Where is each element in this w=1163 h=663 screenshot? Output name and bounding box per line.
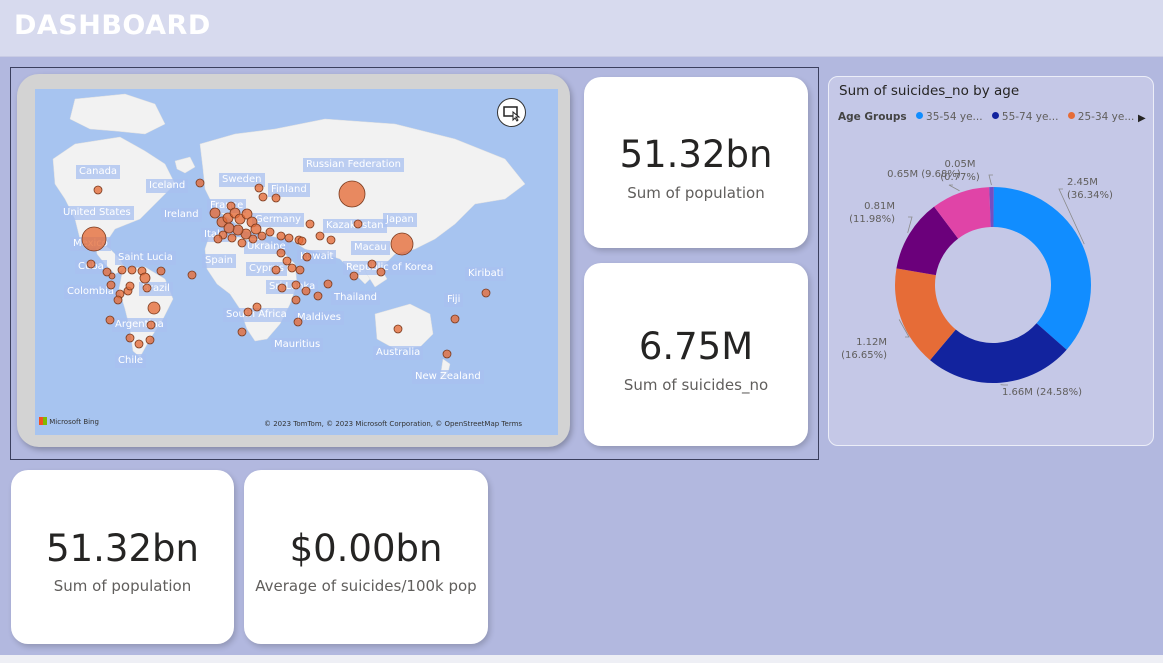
map-label-russian-federation: Russian Federation (303, 158, 404, 172)
map-label-thailand: Thailand (331, 291, 380, 305)
map-label-cyprus: Cyprus (246, 262, 287, 276)
donut-data-label: 1.66M (24.58%) (1002, 387, 1082, 398)
map-label-canada: Canada (76, 165, 121, 179)
map-label-kazakhstan: Kazakhstan (323, 219, 387, 233)
donut-chart[interactable]: 2.45M (36.34%) 1.66M (24.58%) 1.12M (16.65%)… (829, 77, 1155, 447)
legend-dot-55-74 (991, 112, 999, 119)
donut-slice[interactable] (896, 206, 959, 276)
kpi-label: Sum of suicides_no (623, 376, 769, 394)
donut-data-label: 0.05M (945, 159, 976, 170)
map-label-cuba: Cuba (75, 260, 107, 274)
map-label-chile: Chile (115, 354, 147, 368)
donut-leader-line (988, 174, 993, 186)
kpi-label: Sum of population (627, 184, 765, 202)
kpi-card-population-top[interactable]: 51.32bn Sum of population (584, 77, 808, 248)
map-label-maldives: Maldives (294, 311, 344, 325)
bing-logo: Microsoft Bing (39, 417, 99, 426)
map-label-kuwait: Kuwait (297, 250, 337, 264)
map-label-finland: Finland (268, 183, 310, 197)
legend-next-arrow-icon[interactable]: ▶ (1138, 113, 1146, 124)
kpi-card-population-bottom[interactable]: 51.32bn Sum of population (11, 470, 234, 644)
donut-data-percent: (11.98%) (849, 214, 895, 225)
dashboard-header: DASHBOARD (0, 0, 1163, 57)
kpi-value: 51.32bn (619, 133, 773, 176)
map-label-spain: Spain (202, 254, 236, 268)
legend-dot-25-34 (1067, 112, 1075, 119)
map-label-ireland: Ireland (161, 208, 202, 222)
map-label-new-zealand: New Zealand (412, 370, 484, 384)
donut-leader-line (898, 319, 910, 338)
map-label-sweden: Sweden (219, 173, 265, 187)
donut-data-label: 0.81M (864, 201, 895, 212)
map-label-brazil: Brazil (139, 282, 173, 296)
donut-slice[interactable] (895, 268, 956, 361)
map-label-colombia: Colombia (64, 285, 117, 299)
map-label-germany: Germany (252, 213, 304, 227)
donut-data-label: 1.12M (856, 337, 887, 348)
map-label-kiribati: Kiribati (465, 267, 507, 281)
donut-data-label: 0.65M (9.68%) (887, 169, 961, 180)
map-label-japan: Japan (383, 213, 417, 227)
donut-data-percent: (0.77%) (940, 172, 980, 183)
donut-leader-line (948, 184, 960, 192)
world-map[interactable] (35, 89, 558, 435)
chart-title: Sum of suicides_no by age (839, 83, 1020, 99)
kpi-card-suicides[interactable]: 6.75M Sum of suicides_no (584, 263, 808, 446)
donut-data-label: 2.45M (1067, 177, 1098, 188)
donut-slice[interactable] (934, 187, 991, 239)
donut-leader-line (907, 216, 913, 233)
legend-item-55-74[interactable]: 55-74 ye... (1001, 111, 1059, 123)
kpi-label: Sum of population (53, 577, 192, 595)
bottom-strip (0, 655, 1163, 663)
donut-data-percent: (36.34%) (1067, 190, 1113, 201)
map-selection-frame (10, 67, 819, 460)
legend-title: Age Groups (838, 111, 907, 123)
map-label-australia: Australia (373, 346, 424, 360)
map-label-iceland: Iceland (146, 179, 189, 193)
map-label-italy: Italy (201, 228, 229, 242)
focus-mode-button[interactable] (497, 98, 526, 127)
legend-item-25-34[interactable]: 25-34 ye... (1077, 111, 1135, 123)
map-label-fiji: Fiji (444, 293, 464, 307)
focus-mode-icon (503, 106, 521, 122)
kpi-value: $0.00bn (289, 527, 443, 570)
map-label-ukraine: Ukraine (244, 240, 289, 254)
map-attribution[interactable]: © 2023 TomTom, © 2023 Microsoft Corporat… (264, 420, 523, 428)
donut-slice[interactable] (989, 187, 994, 228)
donut-slice[interactable] (993, 187, 1091, 350)
donut-leader-line (1058, 188, 1085, 245)
kpi-value: 6.75M (638, 325, 754, 368)
map-label-united-states: United States (60, 206, 134, 220)
kpi-label: Average of suicides/100k pop (255, 577, 477, 595)
map-label-argentina: Argentina (112, 318, 167, 332)
donut-chart-card[interactable]: Sum of suicides_no by age Age Groups 35-… (828, 76, 1154, 446)
kpi-value: 51.32bn (46, 527, 199, 570)
map-label-macau: Macau (351, 241, 390, 255)
map-label-saint-lucia: Saint Lucia (115, 251, 176, 265)
map-label-republic-of-korea: Republic of Korea (343, 261, 437, 275)
microsoft-logo-icon (39, 417, 47, 425)
legend-dot-35-54 (916, 112, 924, 119)
kpi-card-average-rate[interactable]: $0.00bn Average of suicides/100k pop (244, 470, 488, 644)
map-label-south-africa: South Africa (223, 308, 290, 322)
dashboard-title: DASHBOARD (14, 10, 211, 41)
map-label-france: France (207, 199, 247, 213)
legend-item-35-54[interactable]: 35-54 ye... (926, 111, 983, 123)
map-label-mauritius: Mauritius (271, 338, 324, 352)
map-label-mexico: Mexico (70, 237, 111, 251)
donut-data-percent: (16.65%) (841, 350, 887, 361)
map-label-sri-lanka: Sri Lanka (266, 280, 319, 294)
bing-logo-text: Microsoft Bing (49, 418, 99, 426)
donut-slice[interactable] (930, 323, 1067, 383)
chart-legend[interactable]: Age Groups 35-54 ye... 55-74 ye... 25-34… (838, 111, 1134, 123)
